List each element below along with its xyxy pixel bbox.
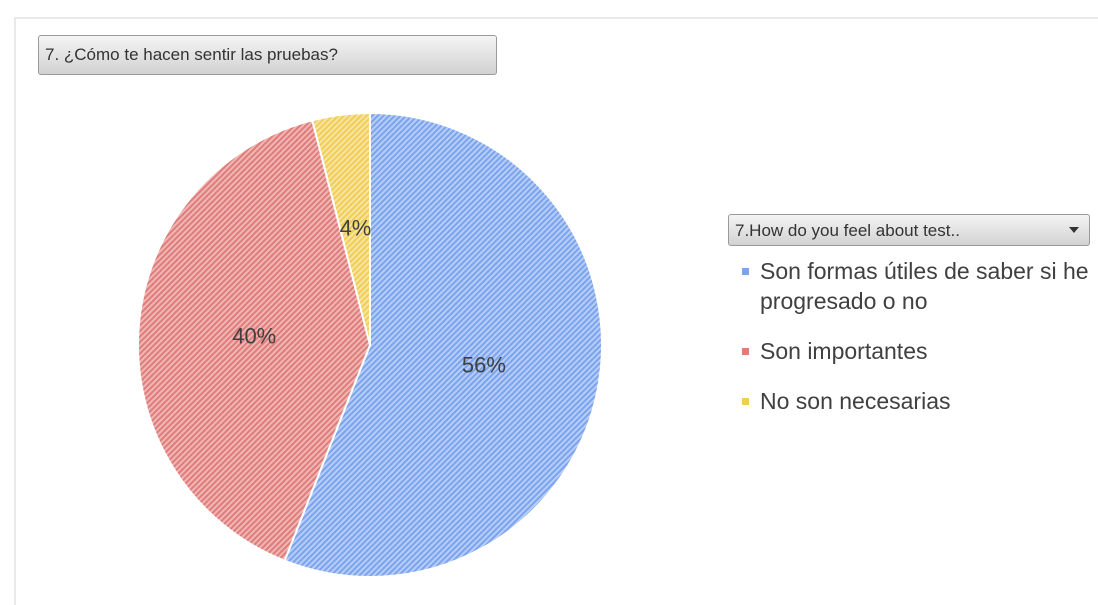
data-label: 40% — [232, 324, 276, 349]
pie-slice — [137, 119, 372, 563]
legend-label: Son importantes — [760, 338, 928, 364]
data-label: 4% — [340, 216, 372, 241]
pie-slice — [283, 111, 603, 578]
legend-title: 7.How do you feel about test.. — [735, 221, 960, 240]
legend-swatch — [742, 268, 749, 275]
legend-item: No son necesarias — [740, 386, 1090, 416]
legend-label: No son necesarias — [760, 388, 951, 414]
legend-filter[interactable]: 7.How do you feel about test.. — [728, 214, 1090, 246]
pie-slice — [311, 111, 371, 346]
dropdown-arrow[interactable] — [1069, 227, 1079, 233]
legend: Son formas útiles de saber si he progres… — [740, 256, 1090, 436]
legend-swatch — [742, 398, 749, 405]
data-label: 56% — [462, 353, 506, 378]
legend-swatch — [742, 348, 749, 355]
legend-item: Son importantes — [740, 336, 1090, 366]
chart-title: 7. ¿Cómo te hacen sentir las pruebas? — [38, 35, 497, 75]
legend-item: Son formas útiles de saber si he progres… — [740, 256, 1090, 316]
legend-label: Son formas útiles de saber si he progres… — [760, 258, 1089, 314]
